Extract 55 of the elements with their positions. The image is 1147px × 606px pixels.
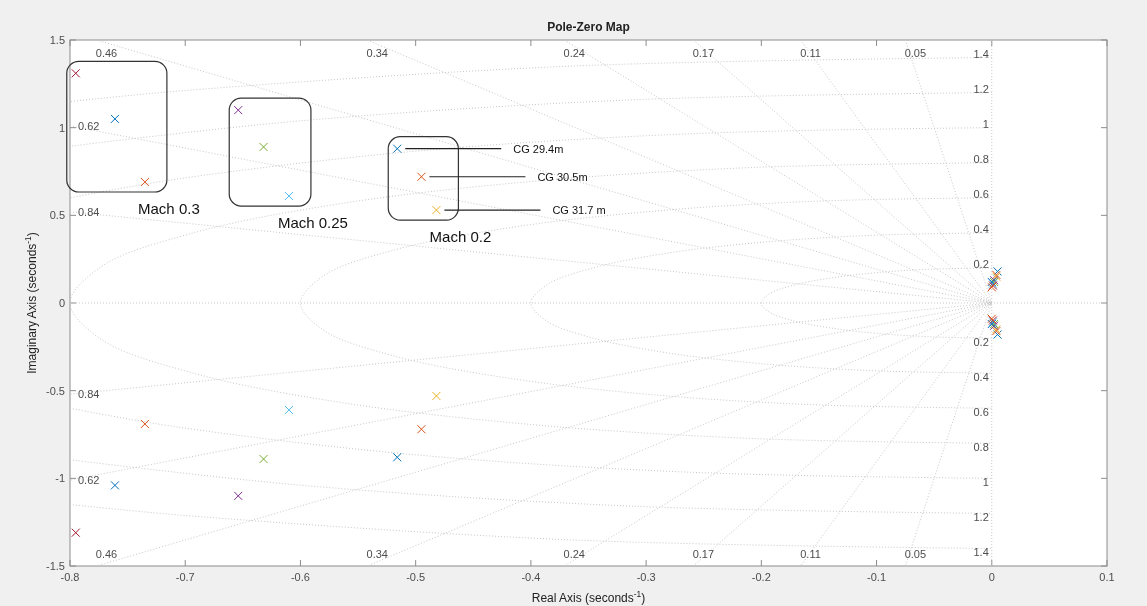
text: 0.6	[973, 406, 989, 419]
series-label: 1.4	[973, 47, 989, 60]
text: 0.8	[973, 441, 989, 454]
x-tick-label: -0.8	[60, 571, 80, 583]
text: 1.2	[973, 511, 989, 524]
text: 0.11	[800, 548, 821, 560]
y-tick-label: -1	[55, 472, 65, 485]
text: 1	[982, 476, 989, 489]
series-label: 0.46	[95, 548, 118, 560]
annotation: CG 29.4m	[513, 142, 564, 155]
text: 0.17	[692, 47, 715, 59]
series-label: 0.84	[78, 205, 100, 218]
y-tick-label: 1.5	[49, 34, 65, 46]
text: 0.84	[78, 388, 100, 401]
x-axis-title: Real Axis (seconds$^{-1}$)	[531, 589, 646, 605]
x-tick-label: 0	[988, 571, 995, 583]
text: 0.4	[973, 222, 989, 235]
x-tick-label: -0.7	[175, 571, 195, 583]
y-tick-label: 1	[58, 121, 65, 134]
x-tick-label: -0.4	[521, 571, 541, 583]
series-label: 1.2	[973, 82, 989, 95]
annotation: Mach 0.2	[429, 228, 492, 246]
series-label: 0.34	[366, 47, 388, 59]
series-label: 1	[982, 117, 989, 130]
text: 0.24	[563, 548, 586, 560]
x-tick-label: -0.5	[406, 571, 426, 583]
series-label: 0.05	[904, 548, 927, 560]
chart-title: Pole-Zero Map	[547, 20, 630, 34]
x-tick-label: -0.1	[867, 571, 887, 583]
series-label: 0.8	[973, 152, 989, 165]
annotation: CG 30.5m	[537, 170, 588, 183]
series-label: 0.11	[800, 47, 821, 59]
series-label: 0.6	[973, 187, 989, 200]
text: 0.05	[904, 47, 927, 59]
y-tick-label: -0.5	[46, 384, 65, 397]
x-tick-label: -0.3	[636, 571, 656, 583]
series-label: 0.4	[973, 371, 989, 384]
text: 0.34	[366, 548, 388, 560]
text: 0.2	[973, 336, 989, 349]
y-tick-label: -1.5	[46, 560, 65, 572]
y-tick-label: 0.5	[49, 209, 65, 222]
annotation: CG 31.7 m	[552, 204, 606, 217]
series-label: 0.24	[563, 47, 586, 59]
x-tick-label: 0.1	[1099, 571, 1115, 583]
series-label: 0.2	[973, 257, 989, 270]
x-tick-label: -0.2	[751, 571, 771, 583]
text: 1.4	[973, 546, 989, 559]
series-label: 0.17	[692, 548, 715, 560]
series-label: 0.62	[78, 119, 100, 132]
text: 0.46	[95, 47, 118, 59]
annotation: Mach 0.3	[138, 200, 200, 218]
text: 0.62	[78, 474, 100, 487]
y-tick-label: 0	[58, 297, 65, 309]
x-tick-label: -0.6	[290, 571, 310, 583]
annotation: Mach 0.25	[277, 214, 348, 232]
